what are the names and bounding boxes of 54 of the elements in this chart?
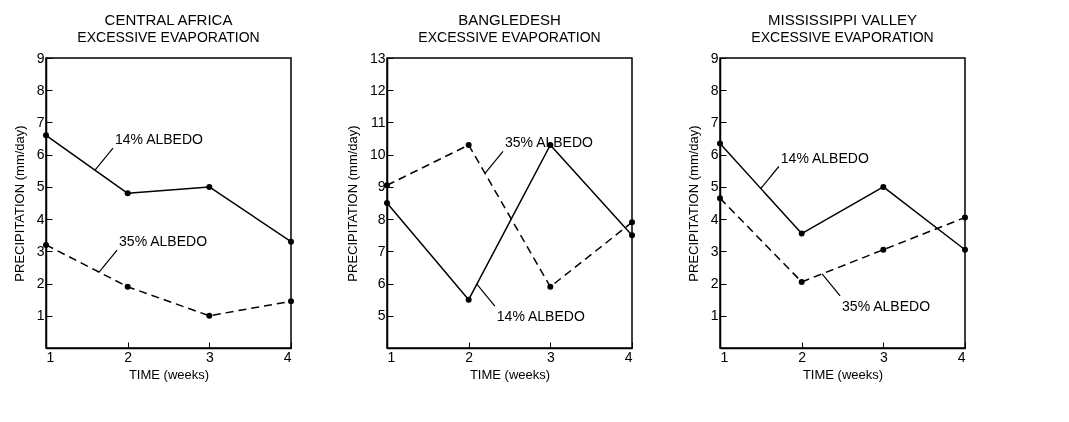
y-tick-label: 4 (36, 210, 45, 227)
y-tick-label: 5 (710, 178, 719, 195)
y-tick-label: 5 (36, 178, 45, 195)
x-tick-label: 4 (624, 348, 633, 365)
x-tick-label: 2 (798, 348, 807, 365)
y-tick-label: 5 (377, 307, 386, 324)
y-tick-label: 6 (710, 146, 719, 163)
chart-subtitle: EXCESSIVE EVAPORATION (418, 29, 601, 45)
chart-title: CENTRAL AFRICA (104, 11, 233, 28)
x-tick-label: 3 (205, 348, 214, 365)
y-axis-title: PRECIPITATION (mm/day) (11, 125, 27, 282)
x-axis-title: TIME (weeks) (128, 366, 210, 382)
y-tick-label: 9 (710, 49, 719, 66)
x-tick-label: 3 (879, 348, 888, 365)
y-tick-label: 3 (36, 242, 45, 259)
y-tick-label: 6 (36, 146, 45, 163)
y-tick-label: 12 (369, 81, 386, 98)
x-tick-label: 4 (283, 348, 292, 365)
x-axis-title: TIME (weeks) (469, 366, 551, 382)
y-tick-label: 8 (377, 210, 386, 227)
y-tick-label: 9 (377, 178, 386, 195)
annotation: 14% ALBEDO (115, 131, 204, 148)
annotation: 14% ALBEDO (780, 149, 869, 166)
annotation: 35% ALBEDO (119, 233, 208, 250)
y-axis-title: PRECIPITATION (mm/day) (685, 125, 701, 282)
x-axis-title: TIME (weeks) (802, 366, 884, 382)
y-tick-label: 8 (36, 81, 45, 98)
y-tick-label: 7 (377, 242, 386, 259)
y-tick-label: 9 (36, 49, 45, 66)
y-tick-label: 1 (710, 307, 719, 324)
x-tick-label: 2 (124, 348, 133, 365)
y-tick-label: 7 (710, 113, 719, 130)
y-tick-label: 11 (370, 113, 386, 130)
chart-subtitle: EXCESSIVE EVAPORATION (751, 29, 934, 45)
y-tick-label: 8 (710, 81, 719, 98)
y-tick-label: 10 (369, 146, 386, 163)
y-tick-label: 6 (377, 275, 386, 292)
annotation: 14% ALBEDO (496, 308, 585, 325)
chart-title: MISSISSIPPI VALLEY (768, 11, 917, 28)
y-tick-label: 2 (710, 275, 719, 292)
annotation: 35% ALBEDO (505, 134, 594, 151)
y-tick-label: 3 (710, 242, 719, 259)
x-tick-label: 2 (465, 348, 474, 365)
y-tick-label: 4 (710, 210, 719, 227)
y-axis-title: PRECIPITATION (mm/day) (344, 125, 360, 282)
annotation: 35% ALBEDO (842, 297, 931, 314)
chart-title: BANGLEDESH (458, 11, 561, 28)
chart-subtitle: EXCESSIVE EVAPORATION (77, 29, 260, 45)
y-tick-label: 2 (36, 275, 45, 292)
y-tick-label: 1 (36, 307, 45, 324)
x-tick-label: 3 (546, 348, 555, 365)
y-tick-label: 7 (36, 113, 45, 130)
y-tick-label: 13 (369, 49, 386, 66)
x-tick-label: 4 (957, 348, 966, 365)
